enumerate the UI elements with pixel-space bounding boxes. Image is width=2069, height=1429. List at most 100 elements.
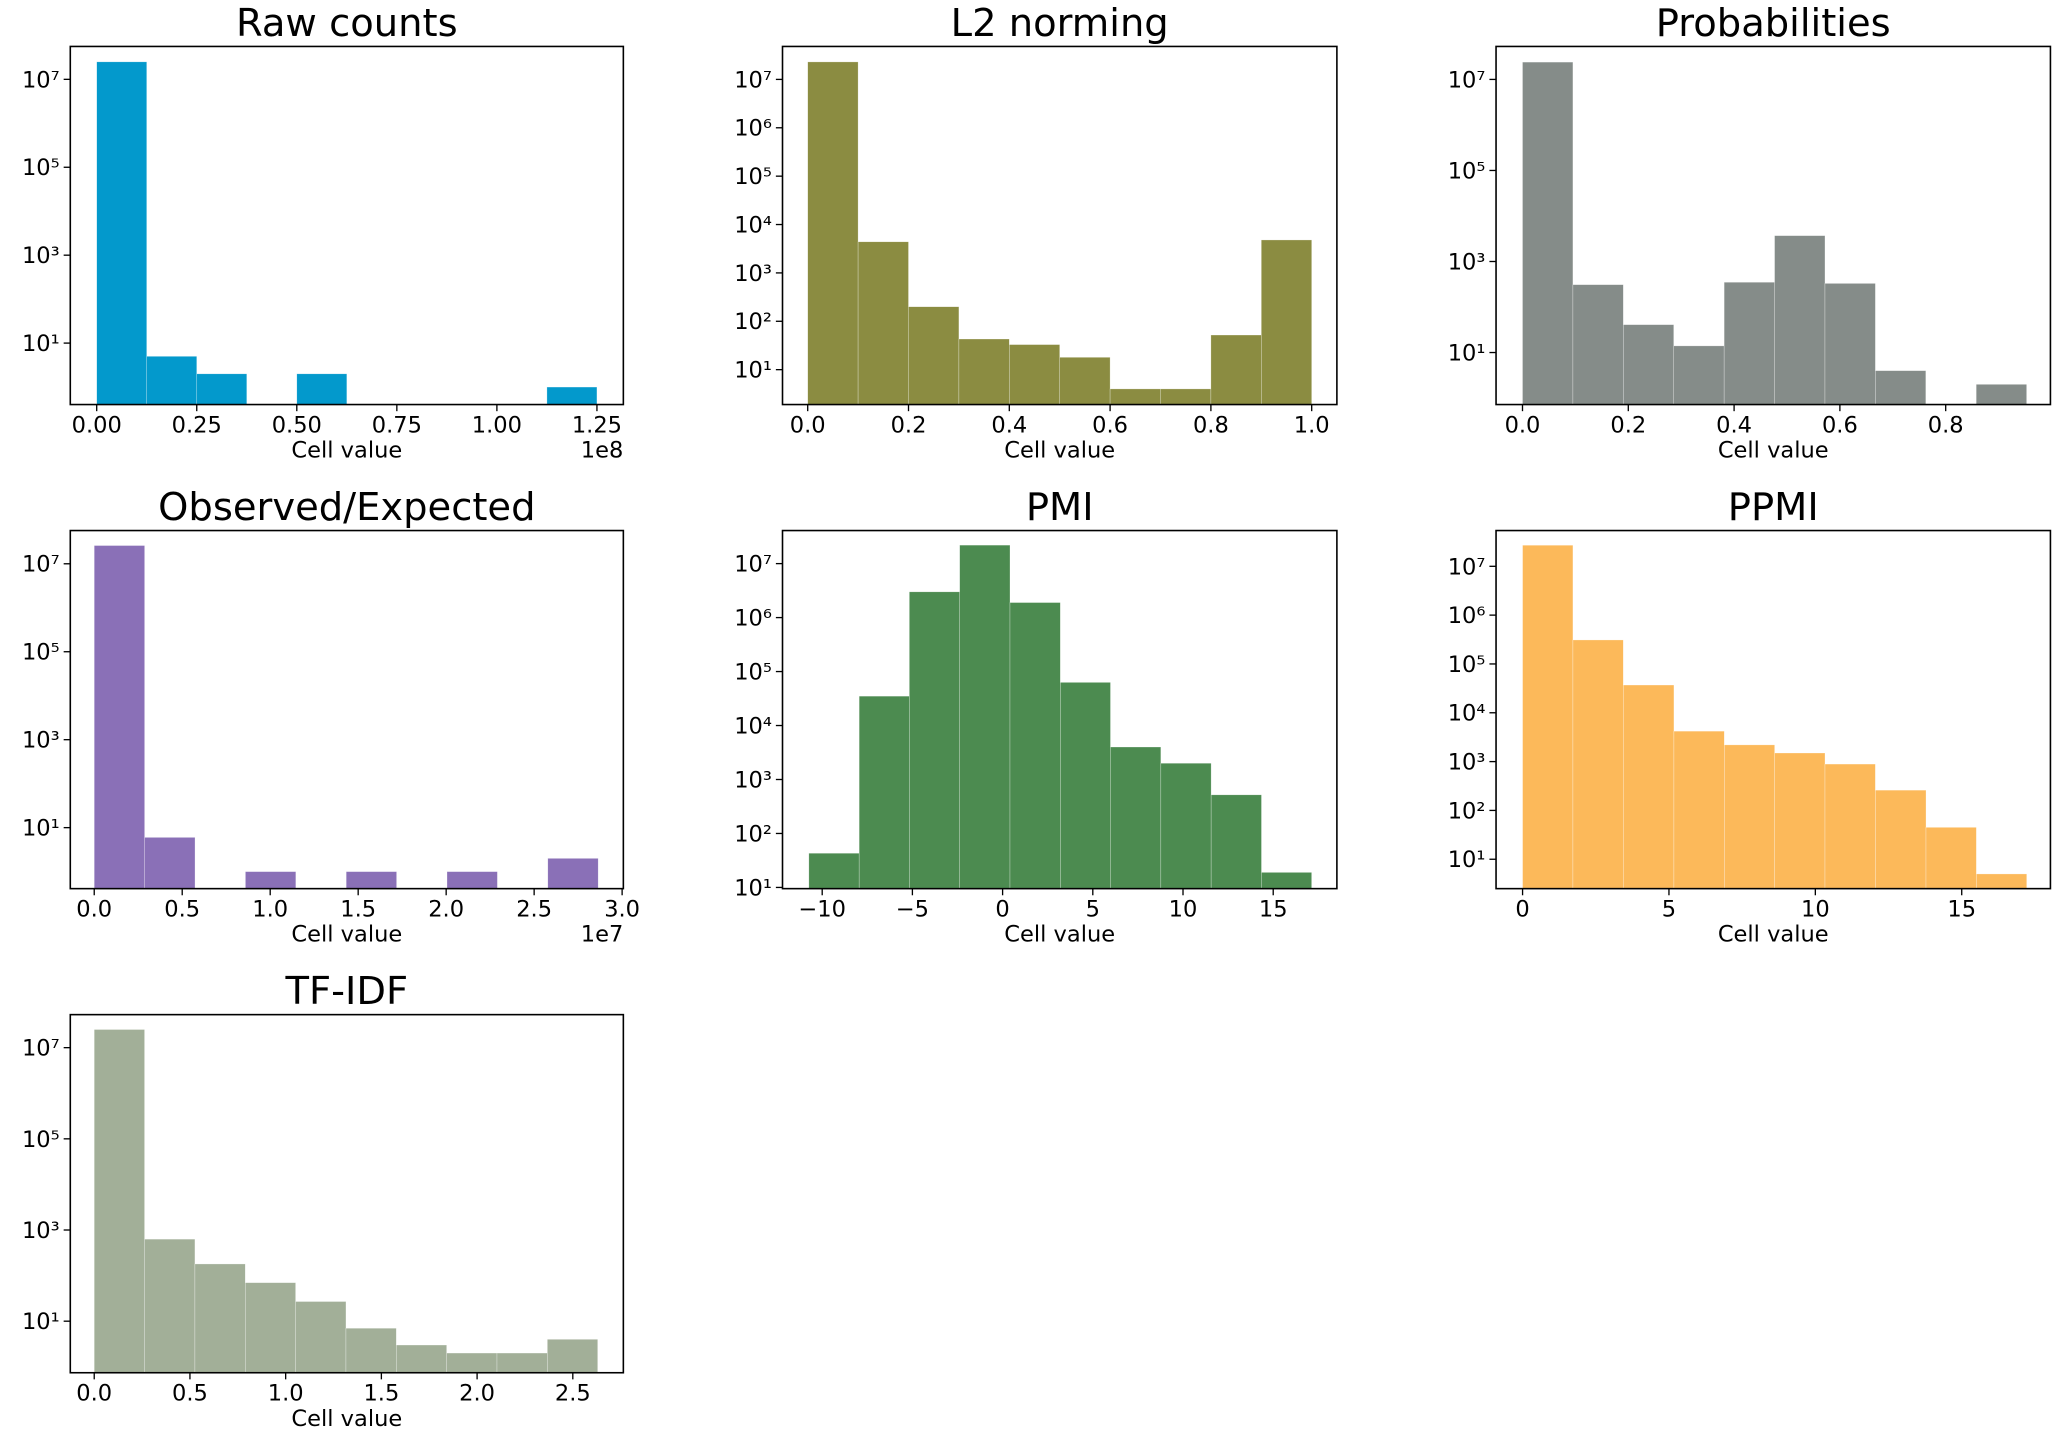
bar: [296, 373, 348, 405]
y-tick-label: 10³: [22, 728, 60, 754]
bar: [1774, 235, 1826, 405]
bar: [958, 338, 1010, 405]
bar: [1875, 789, 1927, 889]
bar: [245, 871, 297, 889]
y-tick-label: 10⁷: [22, 67, 60, 93]
bar: [144, 1238, 196, 1373]
bar: [194, 1263, 246, 1373]
bar: [908, 306, 960, 405]
bar: [295, 1301, 347, 1373]
x-tick-label: 0: [1515, 896, 1529, 922]
bar: [1673, 345, 1725, 405]
y-tick-label: 10¹: [1448, 340, 1486, 366]
axes-frame: [69, 45, 625, 406]
x-axis-label: Cell value: [1718, 438, 1829, 464]
bar: [1925, 827, 1977, 889]
y-tick-label: 10⁶: [1448, 603, 1486, 629]
y-tick-label: 10⁵: [22, 155, 60, 181]
subplot-title: PPMI: [1728, 485, 1819, 530]
x-tick-label: 0.2: [1610, 412, 1646, 438]
x-tick-label: 15: [1947, 896, 1976, 922]
bar: [1623, 324, 1675, 405]
y-tick-label: 10⁷: [734, 552, 772, 578]
bar: [807, 61, 859, 405]
x-tick-label: 0.6: [1092, 412, 1128, 438]
y-tick-label: 10¹: [1448, 847, 1486, 873]
x-offset-label: 1e7: [581, 922, 624, 948]
y-tick-label: 10³: [734, 767, 772, 793]
x-tick-label: 5: [1662, 896, 1676, 922]
bar: [1261, 872, 1312, 889]
subplot-title: Raw counts: [236, 1, 458, 46]
bar: [196, 373, 248, 405]
bar: [1522, 61, 1574, 405]
bar: [1975, 384, 2027, 405]
y-tick-label: 10⁵: [734, 660, 772, 686]
y-tick-label: 10⁴: [1448, 701, 1486, 727]
y-tick-label: 10²: [734, 821, 772, 847]
bar: [1723, 281, 1775, 405]
x-tick-label: 1.0: [268, 1381, 304, 1407]
y-tick-label: 10³: [22, 1218, 60, 1244]
bar: [245, 1282, 296, 1373]
bar: [446, 871, 498, 889]
bar: [1623, 684, 1675, 889]
bar: [959, 544, 1011, 889]
subplot-title: TF-IDF: [285, 969, 409, 1014]
bar: [1009, 602, 1061, 889]
bar: [345, 1327, 397, 1373]
x-tick-label: 2.5: [516, 896, 552, 922]
bar: [547, 858, 599, 889]
bar: [1060, 682, 1111, 889]
y-tick-label: 10⁷: [22, 1036, 60, 1062]
x-tick-label: 0.00: [72, 412, 122, 438]
bar: [146, 356, 198, 405]
y-tick-label: 10⁵: [22, 1127, 60, 1153]
x-tick-label: 2.0: [428, 896, 464, 922]
x-tick-label: 1.00: [472, 412, 522, 438]
y-tick-label: 10³: [734, 261, 772, 287]
bar: [446, 1352, 498, 1373]
bar: [857, 241, 909, 405]
y-tick-label: 10⁵: [734, 164, 772, 190]
subplot-title: PMI: [1026, 485, 1094, 530]
bar: [496, 1352, 548, 1373]
x-tick-label: 0.25: [172, 412, 222, 438]
x-tick-label: 0.0: [76, 896, 112, 922]
x-tick-label: 0.4: [1716, 412, 1752, 438]
x-axis-label: Cell value: [1718, 922, 1829, 948]
bar: [93, 1029, 145, 1373]
x-tick-label: −5: [896, 896, 929, 922]
subplot-title: L2 norming: [951, 1, 1169, 46]
bar: [96, 61, 147, 405]
y-tick-label: 10⁶: [734, 606, 772, 632]
axes-frame: [781, 529, 1338, 890]
subplot-title: Probabilities: [1656, 1, 1891, 46]
y-tick-label: 10⁷: [734, 67, 772, 93]
x-tick-label: 0: [995, 896, 1009, 922]
bar: [1210, 794, 1262, 889]
x-tick-label: 15: [1259, 896, 1288, 922]
bar: [1724, 744, 1775, 889]
bar: [144, 837, 196, 889]
x-tick-label: 2.5: [555, 1381, 591, 1407]
y-tick-label: 10⁵: [1448, 158, 1486, 184]
x-tick-label: 1.5: [363, 1381, 399, 1407]
y-tick-label: 10⁶: [734, 116, 772, 142]
x-axis-label: Cell value: [1004, 438, 1115, 464]
y-tick-label: 10¹: [22, 1309, 60, 1335]
bar: [1976, 873, 2027, 889]
x-axis-label: Cell value: [1004, 922, 1115, 948]
x-tick-label: 2.0: [459, 1381, 495, 1407]
y-tick-label: 10⁵: [22, 640, 60, 666]
y-tick-label: 10⁷: [1448, 554, 1486, 580]
x-tick-label: 0.6: [1822, 412, 1858, 438]
bar: [1110, 746, 1162, 889]
bar: [1522, 544, 1574, 889]
x-tick-label: 0.0: [790, 412, 826, 438]
bar: [1009, 344, 1060, 405]
bar: [1673, 730, 1725, 889]
x-tick-label: 1.0: [1294, 412, 1330, 438]
bar: [1261, 239, 1312, 405]
